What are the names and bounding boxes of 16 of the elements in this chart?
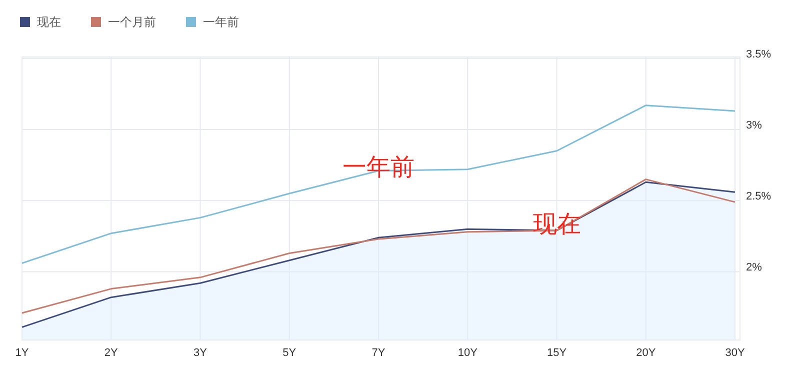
x-tick-label: 10Y: [458, 346, 478, 359]
x-tick-label: 5Y: [282, 346, 297, 359]
y-tick-label: 2.5%: [746, 190, 772, 203]
x-tick-label: 20Y: [636, 346, 656, 359]
y-tick-label: 2%: [746, 262, 762, 274]
y-tick-label: 3.5%: [746, 48, 772, 60]
legend-label: 现在: [37, 15, 61, 29]
y-tick-label: 3%: [746, 119, 762, 132]
x-tick-label: 7Y: [372, 346, 386, 359]
legend-label: 一年前: [203, 15, 239, 29]
x-tick-label: 1Y: [15, 346, 30, 359]
x-tick-label: 15Y: [546, 346, 568, 359]
x-tick-label: 30Y: [725, 346, 746, 359]
legend-label: 一个月前: [108, 15, 156, 29]
x-tick-label: 3Y: [194, 346, 208, 359]
x-tick-label: 2Y: [104, 346, 119, 359]
